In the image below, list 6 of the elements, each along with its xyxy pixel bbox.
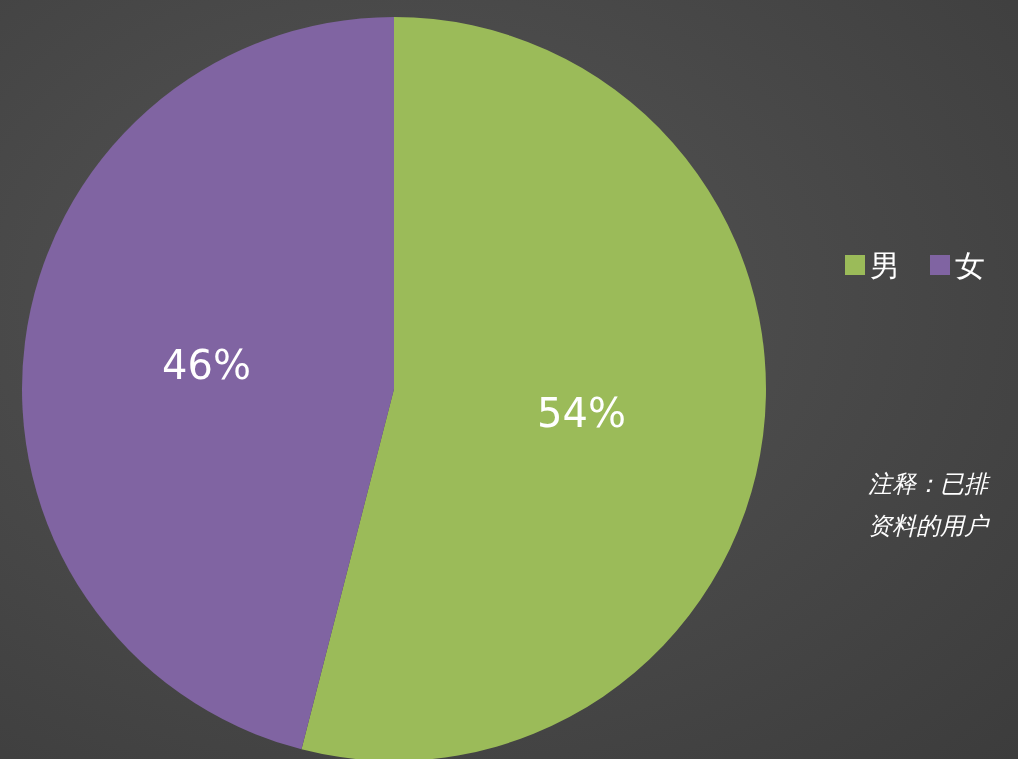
legend-label: 女: [955, 247, 985, 283]
text: 注释：已排: [868, 470, 991, 498]
data-label: 54%: [537, 389, 626, 436]
data-label: 46%: [162, 342, 251, 389]
text: 资料的用户: [868, 512, 990, 540]
legend-label: 男: [870, 247, 900, 283]
